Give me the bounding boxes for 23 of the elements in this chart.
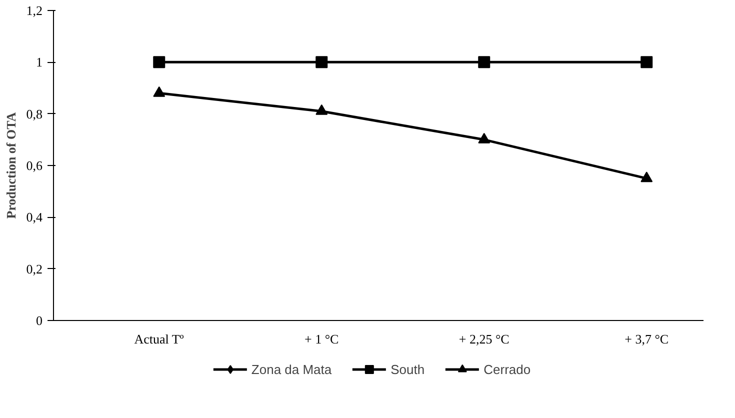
y-axis-title: Production of OTA [3,112,18,219]
point [478,132,490,144]
legend-label: Cerrado [484,362,531,376]
point [153,86,166,97]
x-tick-label: + 3,7 °C [624,332,669,346]
x-tick-label: Actual Tº [134,332,184,346]
legend-label: South [390,362,425,376]
x-tick-label: + 1 °C [304,332,339,346]
point [640,56,653,68]
point [316,56,328,68]
y-tick-label: 0,6 [26,158,43,173]
legend-label: Zona da Mata [251,362,332,376]
x-tick-label: + 2,25 °C [458,332,510,346]
y-tick-label: 0 [36,313,42,328]
point [640,172,653,182]
y-tick-label: 0,4 [26,210,43,225]
point [153,56,166,68]
y-tick-label: 0,8 [26,106,42,122]
point [478,56,490,68]
y-tick-label: 0,2 [26,261,42,276]
y-tick-label: 1 [36,54,42,70]
point [316,104,328,115]
y-tick-label: 1,2 [26,3,42,18]
